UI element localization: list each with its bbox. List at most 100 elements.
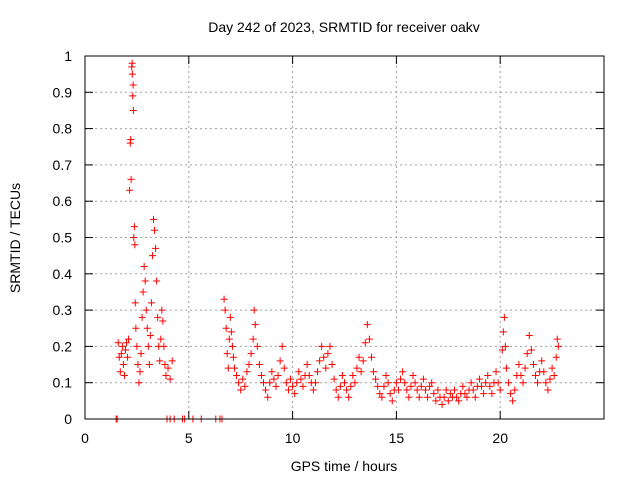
gridlines <box>85 56 604 419</box>
data-point <box>309 386 317 394</box>
data-point <box>120 371 128 379</box>
data-point <box>249 335 257 343</box>
data-point <box>156 357 164 365</box>
data-point <box>376 390 384 398</box>
data-point <box>553 335 561 343</box>
data-point <box>245 361 253 369</box>
x-tick-label: 10 <box>285 430 301 446</box>
data-point <box>168 357 176 365</box>
y-axis-label: SRMTID / TECUs <box>7 183 23 293</box>
data-point <box>224 364 232 372</box>
data-point <box>511 386 519 394</box>
data-point <box>123 339 131 347</box>
data-point <box>264 393 272 401</box>
y-tick-label: 0.6 <box>53 193 73 209</box>
data-point <box>419 375 427 383</box>
data-point <box>266 379 274 387</box>
data-point <box>147 299 155 307</box>
x-tick-label: 20 <box>492 430 508 446</box>
data-point <box>151 226 159 234</box>
x-tick-label: 15 <box>389 430 405 446</box>
data-point <box>500 313 508 321</box>
y-tick-label: 0.3 <box>53 302 73 318</box>
data-point <box>399 368 407 376</box>
data-point <box>320 353 328 361</box>
data-point <box>144 342 152 350</box>
data-point <box>382 371 390 379</box>
data-point <box>253 342 261 350</box>
data-point <box>374 382 382 390</box>
axis-ticks: 00.10.20.30.40.50.60.70.80.910 5 10 15 20 <box>53 48 604 446</box>
data-point <box>326 342 334 350</box>
data-point <box>140 263 148 271</box>
data-point <box>161 361 169 369</box>
data-point <box>222 324 230 332</box>
plot-frame <box>84 55 605 420</box>
data-point <box>525 332 533 340</box>
data-point <box>139 288 147 296</box>
data-point <box>225 335 233 343</box>
data-point <box>243 368 251 376</box>
data-point <box>403 386 411 394</box>
data-point <box>159 317 167 325</box>
data-point <box>554 342 562 350</box>
data-point <box>229 353 237 361</box>
data-point <box>386 390 394 398</box>
data-point <box>289 382 297 390</box>
data-point <box>237 386 245 394</box>
data-point <box>130 223 138 231</box>
data-point <box>128 59 136 67</box>
data-point <box>223 350 231 358</box>
data-point <box>407 382 415 390</box>
data-point <box>540 368 548 376</box>
data-point <box>250 306 258 314</box>
data-point <box>459 382 467 390</box>
data-point <box>388 397 396 405</box>
data-point <box>397 375 405 383</box>
data-point <box>355 353 363 361</box>
data-point <box>440 393 448 401</box>
data-point <box>257 371 265 379</box>
data-point <box>394 386 402 394</box>
data-point <box>278 342 286 350</box>
data-point <box>378 393 386 401</box>
data-point <box>486 382 494 390</box>
data-point <box>299 382 307 390</box>
data-point <box>405 393 413 401</box>
data-point <box>227 328 235 336</box>
data-point <box>239 375 247 383</box>
data-point <box>550 371 558 379</box>
data-point <box>434 386 442 394</box>
data-point <box>131 241 139 249</box>
data-point <box>341 379 348 387</box>
data-point <box>142 306 150 314</box>
data-point <box>492 368 500 376</box>
data-point <box>353 364 361 372</box>
data-points <box>112 59 562 423</box>
data-point <box>424 393 432 401</box>
data-point <box>233 371 241 379</box>
data-point <box>529 361 537 369</box>
data-point <box>132 324 140 332</box>
x-axis-label: GPS time / hours <box>291 458 398 474</box>
data-point <box>274 371 282 379</box>
data-point <box>115 353 123 361</box>
data-point <box>338 371 346 379</box>
data-point <box>272 382 280 390</box>
y-tick-label: 0.4 <box>53 266 73 282</box>
data-point <box>297 375 305 383</box>
data-point <box>117 350 125 358</box>
data-point <box>552 353 560 361</box>
data-point <box>357 368 365 376</box>
data-point <box>133 342 141 350</box>
data-point <box>260 379 268 387</box>
data-point <box>322 364 330 372</box>
data-point <box>546 375 554 383</box>
data-point <box>334 393 342 401</box>
data-point <box>228 342 236 350</box>
x-tick-label: 0 <box>81 430 89 446</box>
data-point <box>499 328 507 336</box>
data-point <box>318 342 326 350</box>
data-point <box>220 295 228 303</box>
data-point <box>461 390 469 398</box>
